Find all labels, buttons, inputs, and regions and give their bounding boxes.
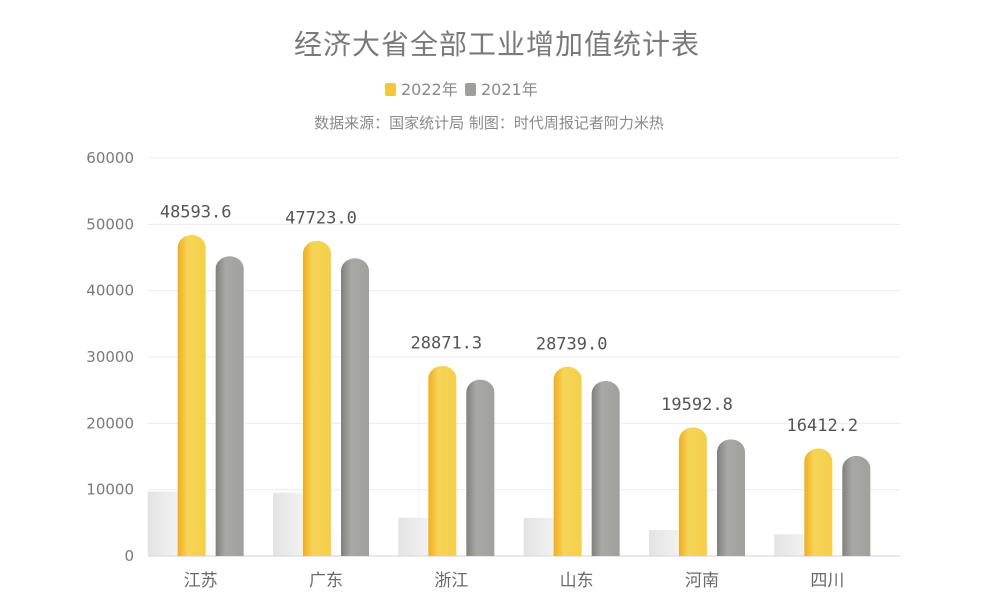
- data-label-2022: 19592.8: [661, 395, 733, 415]
- x-category-label: 四川: [810, 571, 844, 591]
- y-tick-label: 20000: [86, 414, 134, 432]
- bar-2021-浙江: [466, 379, 495, 556]
- data-label-2022: 48593.6: [160, 203, 232, 223]
- bar-2021-广东: [341, 258, 369, 556]
- y-tick-label: 50000: [86, 215, 134, 233]
- data-label-2022: 47723.0: [285, 208, 357, 228]
- bar-2022-浙江: [428, 365, 457, 556]
- data-label-2022: 28871.3: [411, 333, 483, 353]
- legend-label-2021: 2021年: [481, 80, 538, 99]
- bar-2021-河南: [717, 439, 745, 556]
- chart-subtitle: 数据来源：国家统计局 制图：时代周报记者阿力米热: [314, 114, 664, 132]
- y-tick-label: 30000: [86, 348, 134, 366]
- x-category-label: 广东: [309, 571, 343, 591]
- x-category-label: 山东: [560, 571, 594, 591]
- bar-2022-广东: [303, 240, 331, 557]
- legend-swatch-2022: [385, 83, 396, 96]
- data-label-2022: 28739.0: [536, 334, 608, 354]
- bar-2022-河南: [679, 427, 707, 556]
- legend: 2022年 2021年: [385, 80, 538, 99]
- y-tick-label: 60000: [86, 149, 134, 167]
- chart-title: 经济大省全部工业增加值统计表: [294, 28, 700, 61]
- bar-2021-山东: [591, 380, 620, 556]
- y-tick-label: 0: [124, 547, 134, 565]
- legend-label-2022: 2022年: [401, 80, 458, 99]
- bar-2022-山东: [553, 366, 582, 556]
- bar-2022-四川: [804, 448, 833, 556]
- data-label-2022: 16412.2: [787, 416, 859, 436]
- bar-2021-江苏: [215, 256, 244, 556]
- bar-2022-江苏: [177, 235, 206, 557]
- legend-swatch-2021: [465, 83, 476, 96]
- y-tick-label: 10000: [86, 481, 134, 499]
- x-category-label: 河南: [685, 571, 719, 591]
- x-category-label: 浙江: [434, 571, 468, 591]
- bar-2021-四川: [842, 455, 871, 556]
- y-tick-label: 40000: [86, 282, 134, 300]
- x-category-label: 江苏: [184, 571, 218, 591]
